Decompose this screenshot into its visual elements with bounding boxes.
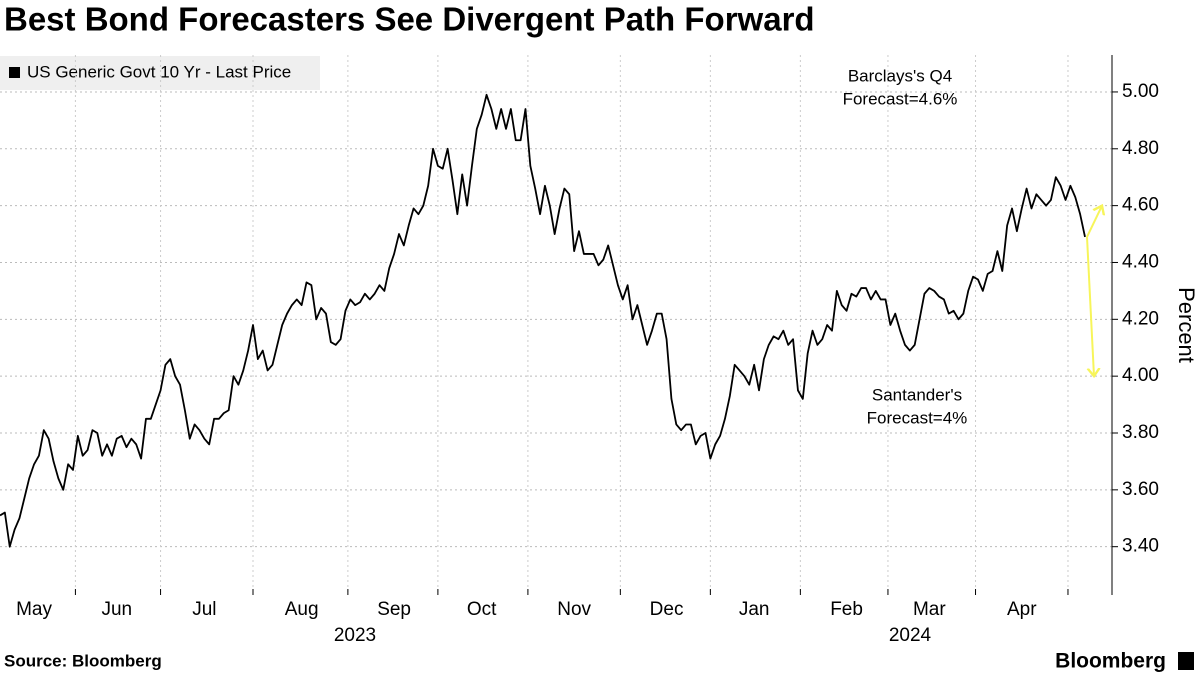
x-tick-label: Jan (739, 599, 770, 620)
y-tick-label: 3.60 (1122, 479, 1159, 500)
y-axis-label: Percent (1174, 287, 1199, 363)
brand: Bloomberg (1055, 650, 1166, 673)
x-tick-label: Dec (650, 599, 684, 620)
source: Source: Bloomberg (4, 651, 162, 670)
x-tick-label: Mar (913, 599, 946, 620)
x-tick-label: Oct (467, 599, 497, 620)
y-tick-label: 4.60 (1122, 195, 1159, 216)
x-tick-label: Jun (101, 599, 132, 620)
x-tick-label: May (16, 599, 52, 620)
y-tick-label: 4.20 (1122, 308, 1159, 329)
data-line (0, 93, 1086, 548)
y-tick-label: 4.00 (1122, 365, 1159, 386)
annotation: Forecast=4% (867, 408, 968, 427)
legend-label: US Generic Govt 10 Yr - Last Price (27, 62, 291, 81)
x-tick-label: Jul (192, 599, 216, 620)
x-tick-label: Apr (1007, 599, 1037, 620)
forecast-arrow (1086, 236, 1094, 376)
year-label: 2024 (889, 625, 932, 646)
annotation: Barclays's Q4 (848, 66, 952, 85)
y-tick-label: 3.80 (1122, 422, 1159, 443)
brand-icon (1178, 652, 1194, 670)
legend-box (0, 56, 320, 90)
forecast-arrow (1086, 206, 1102, 238)
annotation: Santander's (872, 385, 962, 404)
y-tick-label: 4.80 (1122, 138, 1159, 159)
y-tick-label: 5.00 (1122, 81, 1159, 102)
annotation: Forecast=4.6% (843, 89, 958, 108)
y-tick-label: 4.40 (1122, 251, 1159, 272)
x-tick-label: Feb (830, 599, 863, 620)
chart-title: Best Bond Forecasters See Divergent Path… (4, 1, 815, 38)
x-tick-label: Aug (285, 599, 319, 620)
year-label: 2023 (334, 625, 376, 646)
y-tick-label: 3.40 (1122, 536, 1159, 557)
x-tick-label: Sep (377, 599, 411, 620)
x-tick-label: Nov (557, 599, 591, 620)
legend-swatch (9, 67, 20, 78)
